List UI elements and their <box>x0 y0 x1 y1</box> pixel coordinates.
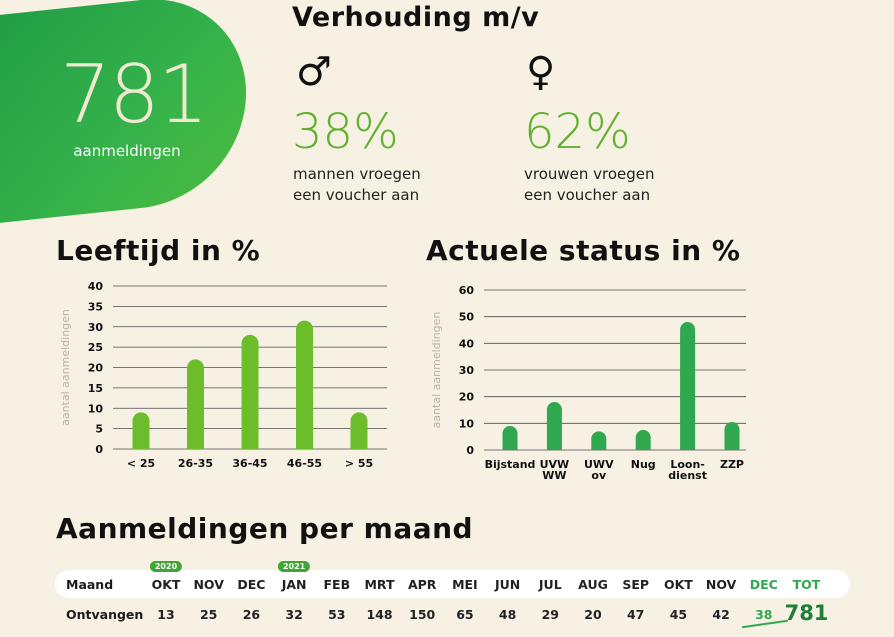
y-tick-label: 35 <box>88 300 103 313</box>
y-tick-label: 5 <box>95 423 103 436</box>
y-tick-label: 30 <box>88 321 104 334</box>
age-chart: aantal aanmeldingen 0 5 10 15 20 25 30 35 40 < 25 2… <box>59 280 387 470</box>
y-tick-label: 10 <box>88 402 104 415</box>
count-cell: 45 <box>669 607 688 622</box>
total-header-cell: TOT <box>792 577 821 592</box>
bar <box>680 322 696 450</box>
count-cell: 42 <box>712 607 730 622</box>
bar <box>502 426 518 450</box>
bar <box>132 412 150 449</box>
month-header-row <box>55 570 850 598</box>
monthly-title: Aanmeldingen per maand <box>56 512 474 545</box>
month-header-cell: NOV <box>705 577 737 592</box>
male-description-line2: een voucher aan <box>293 186 420 204</box>
month-header-cell: JAN <box>281 577 307 592</box>
x-tick-label: UVW <box>540 458 570 471</box>
y-tick-label: 50 <box>459 311 475 324</box>
month-header-cell: AUG <box>578 577 608 592</box>
total-registrations-value: 781 <box>60 48 209 141</box>
month-header-cell: NOV <box>193 577 224 592</box>
y-axis-label: aantal aanmeldingen <box>430 312 443 429</box>
age-chart-title: Leeftijd in % <box>56 234 261 267</box>
male-description-line1: mannen vroegen <box>293 165 421 183</box>
bar <box>241 334 259 449</box>
x-tick-label: 36-45 <box>232 457 267 470</box>
male-icon: ♂ <box>296 49 332 95</box>
y-tick-label: 60 <box>459 284 475 297</box>
total-registrations-label: aanmeldingen <box>73 142 181 160</box>
count-cell: 26 <box>242 607 261 622</box>
total-value-cell: 781 <box>784 601 829 625</box>
status-chart-title: Actuele status in % <box>426 234 741 267</box>
count-cell: 53 <box>328 607 346 622</box>
female-percent: 62% <box>524 104 631 160</box>
x-tick-label: < 25 <box>127 457 155 470</box>
y-tick-label: 0 <box>95 443 103 456</box>
status-chart: aantal aanmeldingen 0 10 20 30 40 50 60 Bijstand… <box>430 284 746 482</box>
count-cell: 38 <box>755 607 773 622</box>
x-tick-label: 26-35 <box>178 457 213 470</box>
month-header-cell: OKT <box>151 577 181 592</box>
month-header-cell: JUL <box>538 577 562 592</box>
month-header-cell: SEP <box>622 577 650 592</box>
month-header-cell: APR <box>407 577 437 592</box>
count-cell: 47 <box>626 607 645 622</box>
y-tick-label: 40 <box>88 280 104 293</box>
y-tick-label: 0 <box>466 444 474 457</box>
bar <box>296 320 313 449</box>
x-tick-label: dienst <box>668 469 707 482</box>
count-cell: 150 <box>409 607 436 622</box>
ratio-title: Verhouding m/v <box>292 2 540 33</box>
male-percent: 38% <box>292 104 399 160</box>
female-description: vrouwen vroegen een voucher aan <box>524 164 655 206</box>
y-tick-label: 20 <box>459 391 475 404</box>
bar <box>635 430 651 450</box>
count-cell: 148 <box>366 607 393 622</box>
month-header-cell: JUN <box>494 577 521 592</box>
bar <box>546 402 562 450</box>
month-header-cell: DEC <box>237 577 266 592</box>
month-row-label: Maand <box>66 577 114 592</box>
count-cell: 65 <box>456 607 474 622</box>
count-cell: 20 <box>584 607 602 622</box>
count-cell: 29 <box>541 607 559 622</box>
y-tick-label: 40 <box>459 337 475 350</box>
x-tick-label: WW <box>542 469 566 482</box>
count-cell: 48 <box>498 607 517 622</box>
count-cell: 32 <box>285 607 303 622</box>
bar <box>187 359 204 449</box>
female-icon: ♀ <box>526 49 556 95</box>
count-row-label: Ontvangen <box>66 607 144 622</box>
count-cell: 25 <box>199 607 218 622</box>
female-description-line2: een voucher aan <box>524 186 651 204</box>
x-tick-label: 46-55 <box>287 457 322 470</box>
y-tick-label: 10 <box>459 417 475 430</box>
x-tick-label: Loon- <box>670 458 705 471</box>
y-tick-label: 30 <box>459 364 475 377</box>
year-badge: 2020 <box>149 561 183 572</box>
month-header-cell: DEC <box>749 577 778 592</box>
count-cell: 13 <box>157 607 175 622</box>
month-header-cell: OKT <box>663 577 693 592</box>
y-tick-label: 25 <box>88 341 103 354</box>
x-tick-label: ov <box>591 469 607 482</box>
female-description-line1: vrouwen vroegen <box>524 165 655 183</box>
month-header-cell: MEI <box>452 577 478 592</box>
x-tick-label: Bijstand <box>485 458 536 471</box>
x-tick-label: ZZP <box>720 458 744 471</box>
bar <box>724 422 740 450</box>
bar <box>591 431 607 450</box>
y-tick-label: 20 <box>88 362 104 375</box>
month-header-cell: MRT <box>364 577 395 592</box>
male-description: mannen vroegen een voucher aan <box>293 164 421 206</box>
x-tick-label: UWV <box>584 458 614 471</box>
x-tick-label: Nug <box>631 458 656 471</box>
month-header-cell: FEB <box>323 577 351 592</box>
y-axis-label: aantal aanmeldingen <box>59 309 72 426</box>
y-tick-label: 15 <box>88 382 103 395</box>
bar <box>350 412 368 449</box>
x-tick-label: > 55 <box>345 457 373 470</box>
year-badge: 2021 <box>277 561 311 572</box>
